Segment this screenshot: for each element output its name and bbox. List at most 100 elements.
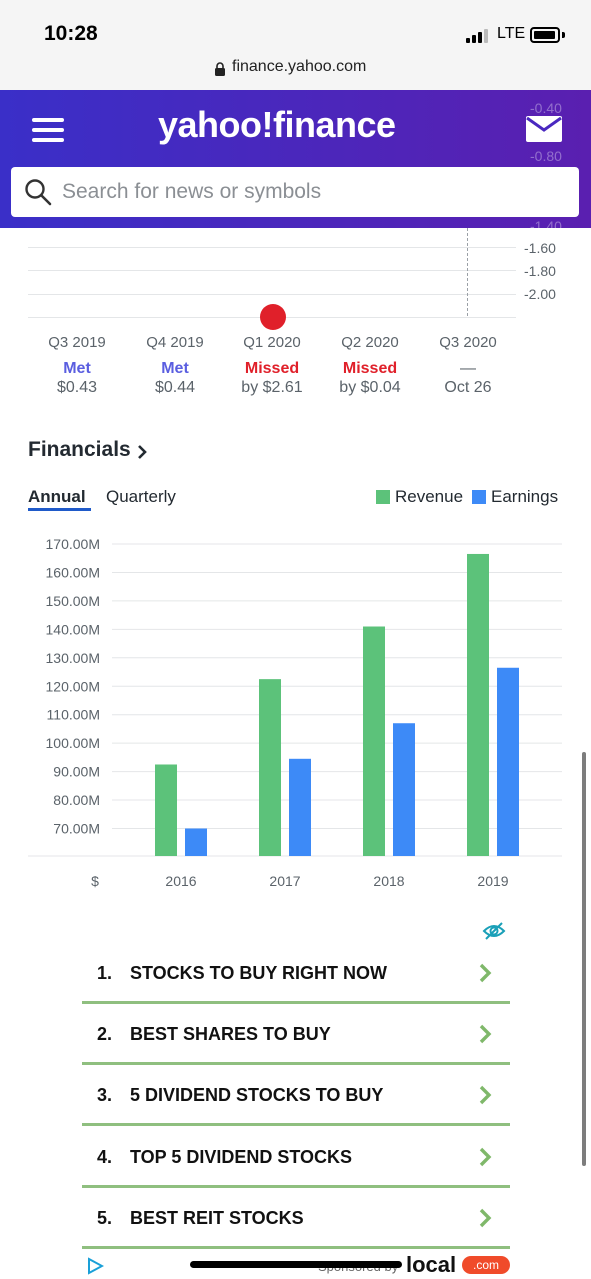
chevron-right-icon	[479, 1024, 492, 1044]
quarter-value: by $2.61	[241, 379, 303, 396]
list-item[interactable]: 4. TOP 5 DIVIDEND STOCKS	[82, 1129, 510, 1188]
quarter-label: Q2 2020	[341, 334, 399, 351]
chart-bar-earnings-2017	[289, 758, 311, 856]
local-logo[interactable]: local	[406, 1252, 457, 1277]
chart-y-tick-label: 110.00M	[47, 707, 100, 723]
network-label: LTE	[497, 25, 526, 42]
battery-tip	[562, 32, 565, 38]
mail-icon[interactable]	[526, 116, 562, 142]
eps-quarter: Q2 2020 Missed by $0.04	[320, 334, 420, 397]
home-indicator	[190, 1261, 402, 1268]
quarter-result: Missed	[342, 360, 398, 377]
chevron-right-icon[interactable]	[136, 444, 148, 460]
list-item[interactable]: 3. 5 DIVIDEND STOCKS TO BUY	[82, 1067, 510, 1126]
scrollbar[interactable]	[582, 752, 586, 1166]
quarter-result: Met	[63, 360, 91, 377]
eps-quarter: Q1 2020 Missed by $2.61	[222, 334, 322, 397]
url-bar[interactable]	[0, 56, 591, 90]
legend-swatch-earnings	[472, 490, 486, 504]
list-item-label: BEST SHARES TO BUY	[130, 1024, 331, 1044]
list-item-label: STOCKS TO BUY RIGHT NOW	[130, 963, 388, 983]
eps-y-label: -1.80	[524, 263, 556, 279]
eps-quarter: Q4 2019 Met $0.44	[125, 334, 225, 397]
eps-y-label: -1.60	[524, 240, 556, 256]
chart-bar-revenue-2017	[259, 679, 281, 856]
hide-ad-icon[interactable]	[482, 921, 506, 941]
ghost-axis-label: -0.40	[530, 100, 562, 116]
adchoices-icon[interactable]	[86, 1257, 104, 1275]
list-item-number: 2.	[97, 1024, 113, 1044]
chart-y-tick-label: 140.00M	[46, 621, 100, 637]
ghost-axis-label: -0.80	[530, 148, 562, 164]
chart-x-tick-label: 2018	[373, 873, 404, 889]
chart-y-tick-label: 130.00M	[46, 650, 100, 666]
hamburger-menu-icon[interactable]	[32, 118, 64, 142]
quarter-result: Met	[161, 360, 189, 377]
status-time: 10:28	[44, 22, 98, 45]
chart-y-tick-label: 70.00M	[53, 821, 100, 837]
chart-x-tick-label: 2017	[269, 873, 300, 889]
tab-annual[interactable]: Annual	[28, 487, 86, 506]
chart-y-tick-label: 100.00M	[46, 735, 100, 751]
legend-label-earnings: Earnings	[491, 487, 559, 506]
chart-y-tick-label: 160.00M	[46, 564, 100, 580]
list-item-number: 1.	[97, 963, 113, 983]
eps-gridline	[28, 270, 516, 271]
legend-swatch-revenue	[376, 490, 390, 504]
chart-bar-earnings-2018	[393, 723, 415, 856]
eps-gridline	[28, 247, 516, 248]
financials-bar-chart: 170.00M 160.00M 150.00M 140.00M 130.00M 120.0…	[28, 536, 562, 889]
tab-active-indicator	[28, 508, 91, 511]
chart-y-tick-label: 150.00M	[46, 593, 100, 609]
quarter-label: Q1 2020	[243, 334, 301, 351]
chevron-right-icon	[479, 963, 492, 983]
quarter-value: $0.44	[154, 379, 196, 396]
list-item[interactable]: 2. BEST SHARES TO BUY	[82, 1006, 510, 1065]
quarter-label: Q3 2019	[48, 334, 106, 351]
chart-y-tick-label: 80.00M	[53, 792, 100, 808]
list-item-number: 3.	[97, 1085, 113, 1105]
yahoo-finance-logo[interactable]: yahoo!finance	[158, 104, 396, 145]
quarter-value: Oct 26	[444, 379, 492, 396]
chevron-right-icon	[479, 1208, 492, 1228]
list-item-number: 5.	[97, 1208, 113, 1228]
chart-y-tick-label: 170.00M	[46, 536, 100, 552]
quarter-label: Q3 2020	[439, 334, 497, 351]
chart-bar-revenue-2018	[363, 626, 385, 856]
tab-quarterly[interactable]: Quarterly	[106, 487, 176, 506]
quarter-result: —	[460, 360, 476, 377]
eps-quarter: Q3 2020 — Oct 26	[418, 334, 518, 397]
chart-x-unit-label: $	[91, 873, 99, 889]
chart-x-tick-label: 2016	[165, 873, 196, 889]
list-item[interactable]: 1. STOCKS TO BUY RIGHT NOW	[82, 945, 510, 1004]
chart-bar-earnings-2016	[185, 828, 207, 856]
chevron-right-icon	[479, 1147, 492, 1167]
chart-bar-earnings-2019	[497, 667, 519, 856]
lock-icon	[215, 62, 225, 76]
eps-current-marker	[467, 228, 468, 316]
quarter-result: Missed	[244, 360, 300, 377]
status-bar	[0, 0, 591, 56]
list-item-label: BEST REIT STOCKS	[130, 1208, 304, 1228]
local-logo-badge: .com	[462, 1256, 510, 1274]
eps-y-label: -2.00	[524, 286, 556, 302]
list-item-number: 4.	[97, 1147, 113, 1167]
legend-label-revenue: Revenue	[395, 487, 464, 506]
chart-y-tick-label: 90.00M	[53, 764, 100, 780]
chevron-right-icon	[479, 1085, 492, 1105]
list-item-label: 5 DIVIDEND STOCKS TO BUY	[130, 1085, 384, 1105]
signal-icon	[466, 27, 492, 43]
quarter-label: Q4 2019	[146, 334, 204, 351]
search-input[interactable]	[62, 178, 562, 206]
chart-bar-revenue-2016	[155, 764, 177, 856]
list-item[interactable]: 5. BEST REIT STOCKS	[82, 1190, 510, 1249]
eps-data-point[interactable]	[260, 304, 286, 330]
eps-gridline	[28, 294, 516, 295]
financials-title[interactable]: Financials	[28, 438, 131, 461]
search-icon	[25, 179, 52, 206]
chart-x-tick-label: 2019	[477, 873, 508, 889]
list-item-label: TOP 5 DIVIDEND STOCKS	[130, 1147, 353, 1167]
battery-icon	[530, 27, 560, 43]
quarter-value: $0.43	[56, 379, 98, 396]
url-text[interactable]: finance.yahoo.com	[232, 58, 367, 75]
